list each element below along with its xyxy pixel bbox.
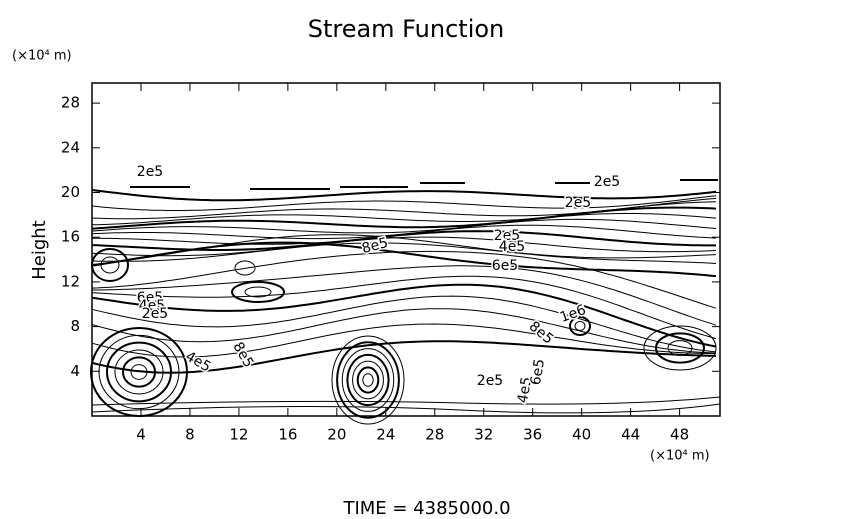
y-unit: (×10⁴ m) <box>12 49 72 64</box>
contour-line <box>91 242 717 262</box>
contour-line <box>362 373 374 387</box>
chart-title: Stream Function <box>308 15 505 43</box>
y-tick-label: 20 <box>61 183 80 201</box>
contour-line <box>91 213 717 234</box>
x-tick-label: 12 <box>229 426 248 444</box>
contour-label: 2e5 <box>565 195 591 211</box>
contour-label: 4e5 <box>499 239 525 255</box>
contour-line <box>91 403 721 414</box>
contour-label: 2e5 <box>594 174 620 190</box>
contour-line <box>643 325 717 371</box>
x-tick-label: 4 <box>136 426 146 444</box>
contour-line <box>91 189 717 202</box>
contour-line <box>114 349 164 395</box>
contour-line <box>234 260 256 276</box>
y-tick-label: 4 <box>70 362 80 380</box>
x-tick-label: 16 <box>278 426 297 444</box>
contour-line <box>336 341 400 419</box>
contour-line <box>91 275 717 340</box>
contour-line <box>574 321 586 331</box>
contour-label: 6e5 <box>492 258 518 274</box>
contour-line <box>331 335 405 425</box>
y-tick-label: 28 <box>61 94 80 112</box>
x-tick-label: 40 <box>572 426 591 444</box>
contour-line <box>91 283 717 348</box>
x-tick-label: 32 <box>474 426 493 444</box>
contour-label: 2e5 <box>142 306 168 322</box>
contour-line <box>91 323 716 358</box>
x-tick-label: 36 <box>523 426 542 444</box>
contour-line <box>244 286 272 298</box>
contour-line <box>356 366 380 394</box>
footer: TIME = 4385000.0 <box>342 498 510 519</box>
y-tick-label: 24 <box>61 138 80 156</box>
contour-line <box>91 250 717 309</box>
y-tick-label: 12 <box>61 272 80 290</box>
contour-line <box>106 341 172 403</box>
contour-line <box>655 332 705 364</box>
contour-label: 2e5 <box>477 373 503 389</box>
x-tick-label: 24 <box>376 426 395 444</box>
x-unit: (×10⁴ m) <box>650 449 710 464</box>
contour-line <box>91 236 717 257</box>
contour-line <box>130 179 718 190</box>
contour-line <box>91 195 717 211</box>
contour-line <box>231 281 285 303</box>
contour-line <box>91 340 717 374</box>
contour-label: 4e5 <box>139 298 165 314</box>
contour-label: 6e5 <box>528 358 548 387</box>
contour-line <box>98 334 180 410</box>
x-tick-label: 8 <box>185 426 195 444</box>
contour-line <box>341 348 395 412</box>
contour-label: 8e5 <box>229 340 256 371</box>
x-tick-label: 44 <box>621 426 640 444</box>
contour-line <box>91 206 717 230</box>
contour-label: 4e5 <box>515 376 535 405</box>
contour-label: 2e5 <box>137 164 163 180</box>
contour-line <box>130 364 148 380</box>
contour-field <box>90 179 721 425</box>
contour-line <box>91 308 717 354</box>
y-axis-title: Height <box>29 220 50 280</box>
contour-line <box>91 230 716 251</box>
contour-label: 8e5 <box>526 318 557 347</box>
contour-line <box>91 295 717 353</box>
contour-label: 2e5 <box>494 228 520 244</box>
contour-line <box>92 265 717 326</box>
x-tick-label: 20 <box>327 426 346 444</box>
contour-line <box>352 360 384 400</box>
contour-line <box>569 316 591 336</box>
contour-line <box>346 353 390 407</box>
x-tick-label: 48 <box>670 426 689 444</box>
contour-label: 6e5 <box>137 290 163 306</box>
contour-line <box>122 356 156 388</box>
contour-line <box>91 396 721 406</box>
contour-line <box>667 340 693 356</box>
plot-frame <box>91 82 721 417</box>
y-tick-label: 16 <box>61 228 80 246</box>
y-tick-label: 8 <box>70 317 80 335</box>
contour-line <box>100 256 120 274</box>
x-tick-label: 28 <box>425 426 444 444</box>
contour-line <box>91 241 717 278</box>
